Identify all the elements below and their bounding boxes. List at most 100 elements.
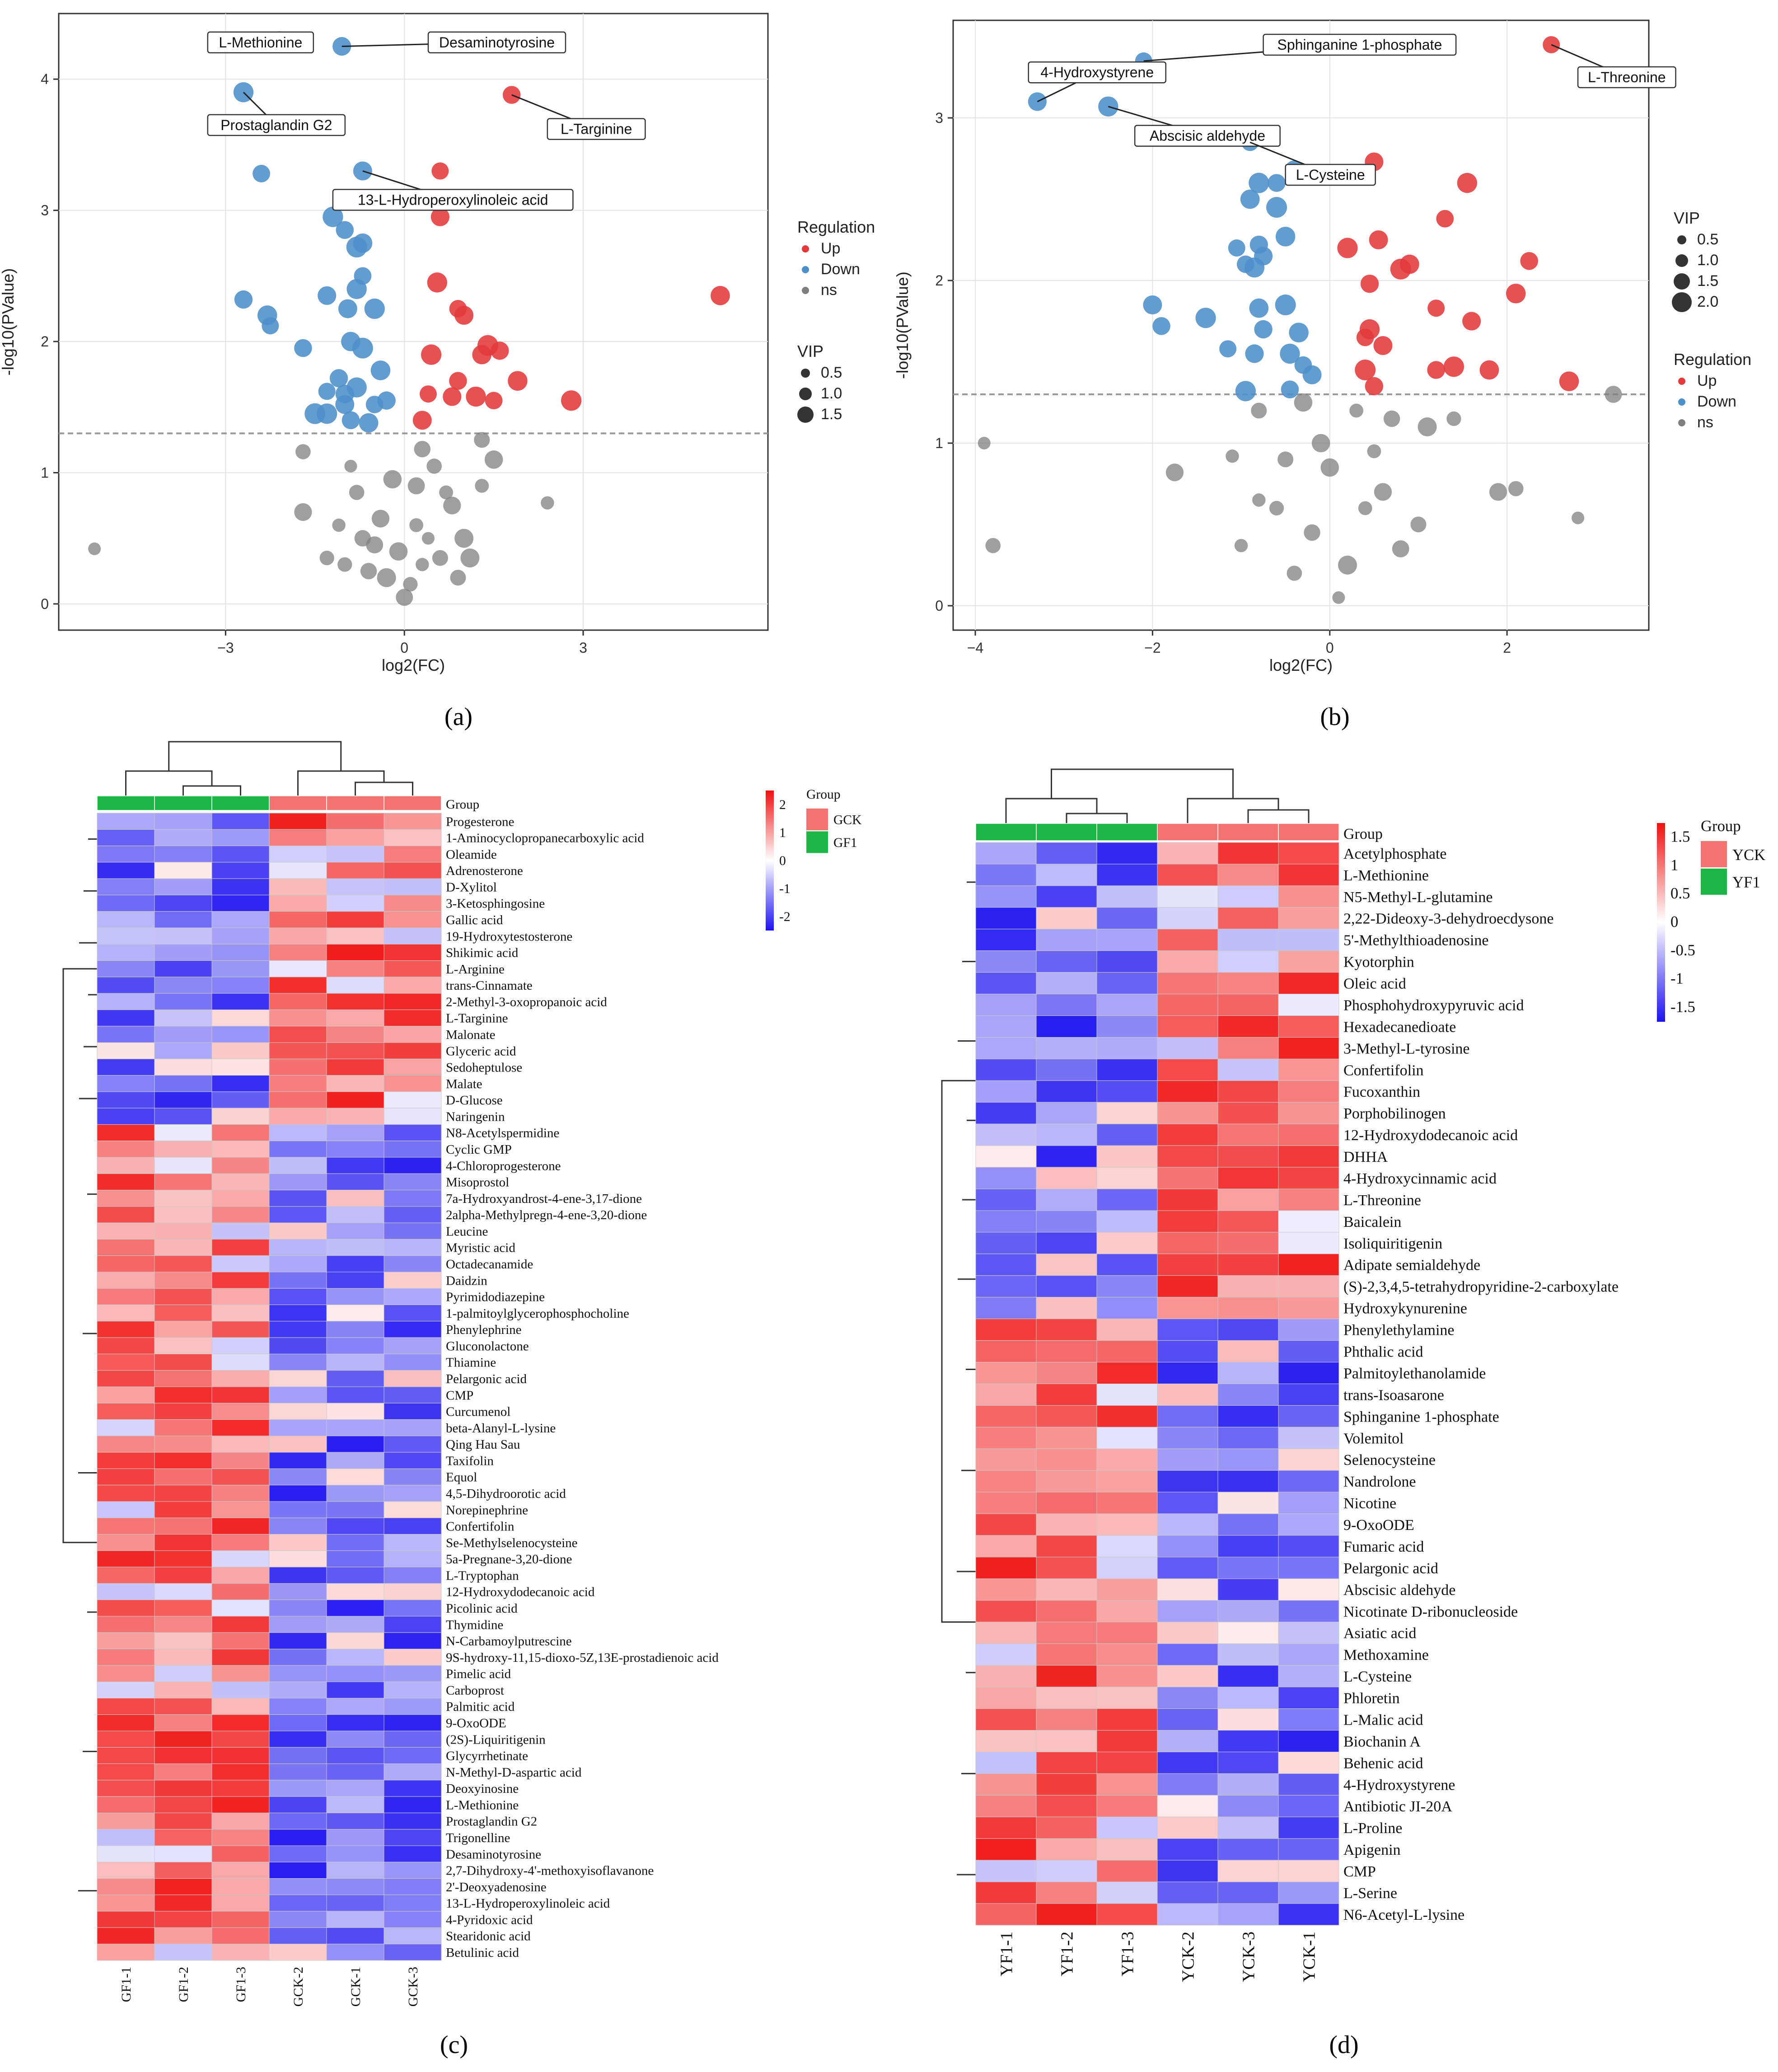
heatmap-cell xyxy=(1096,1535,1158,1558)
heatmap-cell xyxy=(97,911,155,928)
row-label: (2S)-Liquiritigenin xyxy=(446,1732,546,1747)
heatmap-cell xyxy=(326,1698,384,1715)
heatmap-cell xyxy=(154,1075,212,1092)
heatmap-cell xyxy=(326,1108,384,1125)
heatmap-cell xyxy=(269,944,327,961)
heatmap-cell xyxy=(1278,1751,1339,1774)
heatmap-cell xyxy=(154,1108,212,1125)
heatmap-cell xyxy=(975,1188,1037,1211)
heatmap-cell xyxy=(97,1452,155,1469)
heatmap-cell xyxy=(384,1026,442,1043)
heatmap-cell xyxy=(384,1141,442,1158)
heatmap-cell xyxy=(211,1075,270,1092)
heatmap-cell xyxy=(211,1714,270,1731)
heatmap-cell xyxy=(384,1927,442,1945)
heatmap-cell xyxy=(211,1550,270,1567)
legend-label: Down xyxy=(821,261,860,278)
heatmap-cell xyxy=(1278,929,1339,951)
label-box xyxy=(207,114,346,136)
heatmap-cell xyxy=(269,1173,327,1191)
row-label: Malate xyxy=(446,1077,482,1091)
heatmap-cell xyxy=(975,1037,1037,1059)
heatmap-cell xyxy=(211,1206,270,1223)
heatmap-cell xyxy=(211,1911,270,1928)
legend-title: VIP xyxy=(797,342,823,360)
heatmap-cell xyxy=(326,1222,384,1239)
heatmap-cells xyxy=(975,842,1339,1926)
heatmap-cell xyxy=(97,1009,155,1027)
heatmap-cell xyxy=(154,1796,212,1813)
label-text: L-Threonine xyxy=(1588,69,1666,85)
heatmap-cell xyxy=(384,1649,442,1666)
heatmap-cell xyxy=(326,1075,384,1092)
down-point xyxy=(1249,173,1269,193)
row-label: 2,7-Dihydroxy-4'-methoxyisoflavanone xyxy=(446,1864,654,1878)
heatmap-cell xyxy=(975,1145,1037,1168)
heatmap-cell xyxy=(1217,842,1279,865)
heatmap-cell xyxy=(269,1649,327,1666)
heatmap-cell xyxy=(975,1708,1037,1731)
heatmap-cell xyxy=(1036,950,1097,973)
heatmap-cell xyxy=(1157,1513,1218,1536)
ns-point xyxy=(475,479,489,493)
row-label: Misoprostol xyxy=(446,1175,509,1190)
heatmap-cell xyxy=(384,1600,442,1617)
heatmap-cell xyxy=(326,911,384,928)
row-label: L-Arginine xyxy=(446,962,505,977)
heatmap-cell xyxy=(97,1403,155,1420)
heatmap-cell xyxy=(326,1403,384,1420)
heatmap-cell xyxy=(211,1403,270,1420)
heatmap-cell xyxy=(384,1550,442,1567)
row-label: 2-Methyl-3-oxopropanoic acid xyxy=(446,995,607,1009)
heatmap-cell xyxy=(975,1319,1037,1341)
up-point xyxy=(431,162,449,180)
up-point xyxy=(419,385,437,403)
heatmap-cell xyxy=(211,1894,270,1912)
heatmap-cell xyxy=(1217,1751,1279,1774)
row-label: Norepinephrine xyxy=(446,1503,528,1517)
row-label: Oleamide xyxy=(446,847,497,862)
ns-point xyxy=(1251,402,1267,419)
heatmap-cell xyxy=(97,1091,155,1108)
heatmap-cell xyxy=(326,1305,384,1322)
label-box xyxy=(1028,61,1167,84)
heatmap-cell xyxy=(269,1927,327,1945)
dendrogram-branch xyxy=(182,785,241,796)
heatmap-cell xyxy=(975,994,1037,1016)
heatmap-cell xyxy=(211,1288,270,1305)
heatmap-cell xyxy=(1096,1470,1158,1492)
heatmap-cell xyxy=(384,1386,442,1403)
ns-point xyxy=(354,530,371,547)
heatmap-cell xyxy=(1096,1123,1158,1146)
row-label: trans-Cinnamate xyxy=(446,978,533,993)
heatmap-cell xyxy=(269,1517,327,1535)
row-label: Asiatic acid xyxy=(1343,1625,1416,1642)
up-point xyxy=(1427,299,1445,317)
heatmap-cell xyxy=(269,1124,327,1141)
heatmap-cell xyxy=(975,1058,1037,1081)
heatmap-cell xyxy=(97,1485,155,1502)
heatmap-cell xyxy=(1036,1058,1097,1081)
heatmap-cell xyxy=(97,1812,155,1830)
heatmap-cell xyxy=(211,1616,270,1633)
ns-point xyxy=(88,542,101,555)
legend-label: Up xyxy=(1697,372,1717,389)
row-label: Gluconolactone xyxy=(446,1339,529,1353)
group-cell xyxy=(1157,823,1218,841)
heatmap-d: Group Acetylphosphate L-Methionine N5-Methy… xyxy=(941,768,1765,1982)
label-text: L-Methionine xyxy=(219,34,302,51)
y-tick-label: 3 xyxy=(935,110,943,126)
heatmap-cell xyxy=(1217,994,1279,1016)
heatmap-cell xyxy=(1036,1881,1097,1904)
heatmap-cell xyxy=(154,1403,212,1420)
heatmap-cell xyxy=(1217,1123,1279,1146)
heatmap-cell xyxy=(211,1108,270,1125)
heatmap-cell xyxy=(1217,1816,1279,1839)
row-label: Volemitol xyxy=(1343,1430,1404,1447)
label-text: L-Targinine xyxy=(561,121,632,137)
down-point xyxy=(1254,320,1273,339)
ns-point xyxy=(1226,449,1239,463)
heatmap-cell xyxy=(154,862,212,879)
label-text: Desaminotyrosine xyxy=(439,34,555,51)
down-point xyxy=(1275,227,1296,247)
